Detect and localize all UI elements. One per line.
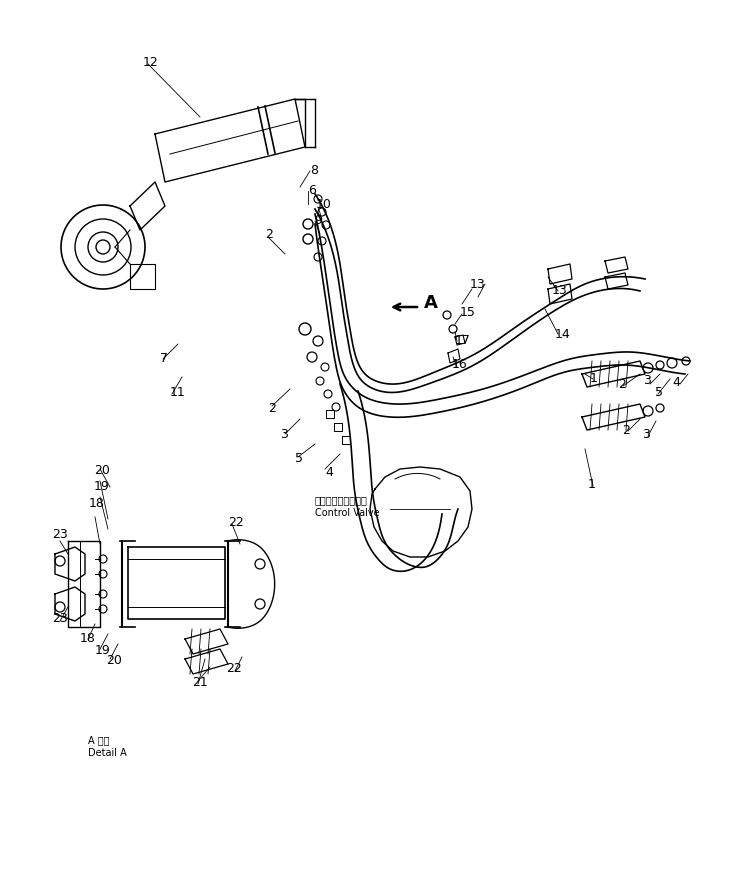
- Text: Control Valve: Control Valve: [315, 507, 380, 517]
- Text: 10: 10: [316, 198, 332, 212]
- Text: コントロールバルブ: コントロールバルブ: [315, 494, 368, 505]
- Text: 6: 6: [308, 184, 316, 197]
- Text: 14: 14: [555, 327, 571, 340]
- Text: 13: 13: [552, 284, 568, 296]
- Text: 1: 1: [588, 478, 596, 491]
- Text: 3: 3: [280, 428, 288, 441]
- Text: 13: 13: [470, 278, 486, 291]
- Text: 9: 9: [314, 213, 322, 227]
- Text: 21: 21: [192, 676, 207, 688]
- Text: Detail A: Detail A: [88, 747, 127, 757]
- Text: 23: 23: [52, 528, 67, 541]
- Text: 22: 22: [226, 661, 242, 673]
- Text: 4: 4: [672, 375, 680, 388]
- Text: A: A: [424, 293, 438, 312]
- Text: 5: 5: [655, 385, 663, 398]
- Text: 11: 11: [170, 386, 186, 399]
- Text: 18: 18: [80, 630, 96, 644]
- Text: 3: 3: [642, 428, 650, 441]
- Text: 1: 1: [590, 371, 598, 384]
- Text: 2: 2: [265, 228, 273, 241]
- Text: 19: 19: [95, 643, 111, 656]
- Text: 17: 17: [455, 333, 471, 346]
- Text: 16: 16: [452, 358, 467, 371]
- Text: 12: 12: [143, 55, 159, 68]
- Text: 2: 2: [268, 401, 276, 414]
- Text: 7: 7: [160, 351, 168, 364]
- Text: 19: 19: [94, 480, 110, 493]
- Text: 22: 22: [228, 515, 243, 528]
- Text: 15: 15: [460, 306, 476, 318]
- Text: 18: 18: [89, 497, 105, 510]
- Text: A 詳細: A 詳細: [88, 734, 109, 745]
- Text: 2: 2: [618, 378, 626, 391]
- Text: 8: 8: [310, 163, 318, 176]
- Text: 20: 20: [94, 463, 110, 476]
- Text: 3: 3: [643, 374, 651, 387]
- Text: 5: 5: [295, 451, 303, 464]
- Text: 20: 20: [106, 652, 122, 666]
- Text: 4: 4: [325, 465, 333, 478]
- Text: 2: 2: [622, 423, 630, 436]
- Text: 23: 23: [52, 611, 67, 623]
